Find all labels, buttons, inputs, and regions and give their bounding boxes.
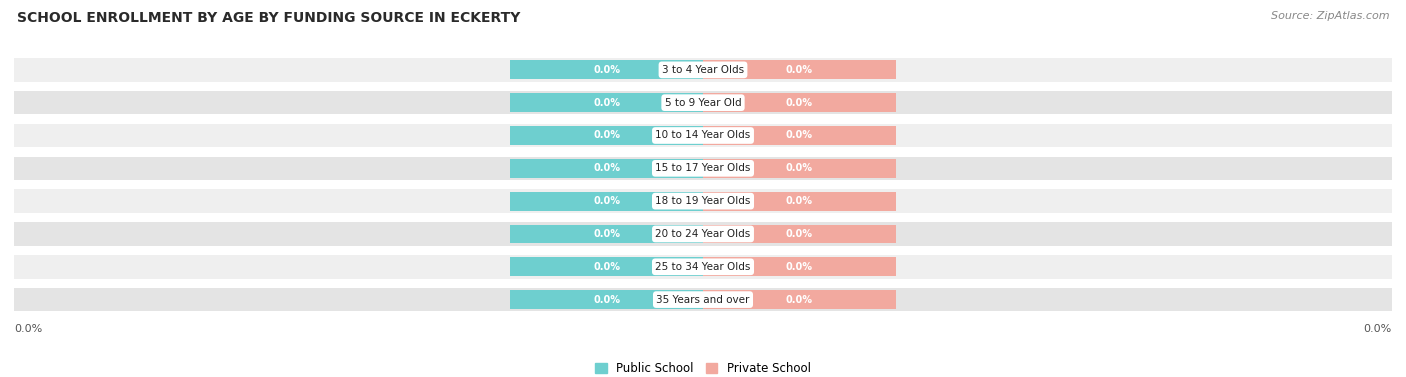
Text: 0.0%: 0.0% [14,324,42,334]
Text: Source: ZipAtlas.com: Source: ZipAtlas.com [1271,11,1389,21]
Bar [703,159,896,178]
Bar [14,288,1392,311]
Text: 0.0%: 0.0% [593,65,620,75]
Bar [14,91,1392,115]
Text: 0.0%: 0.0% [786,98,813,108]
Bar [703,93,896,112]
Text: 10 to 14 Year Olds: 10 to 14 Year Olds [655,130,751,141]
Text: 0.0%: 0.0% [786,229,813,239]
Text: 20 to 24 Year Olds: 20 to 24 Year Olds [655,229,751,239]
Text: 0.0%: 0.0% [786,163,813,173]
Text: 0.0%: 0.0% [593,163,620,173]
Bar [510,93,703,112]
Text: 0.0%: 0.0% [786,65,813,75]
Text: 0.0%: 0.0% [593,229,620,239]
Text: 0.0%: 0.0% [1364,324,1392,334]
Text: 0.0%: 0.0% [786,262,813,272]
Text: 0.0%: 0.0% [593,98,620,108]
Bar [14,189,1392,213]
Bar [703,257,896,276]
Text: 15 to 17 Year Olds: 15 to 17 Year Olds [655,163,751,173]
Bar [510,126,703,145]
Text: SCHOOL ENROLLMENT BY AGE BY FUNDING SOURCE IN ECKERTY: SCHOOL ENROLLMENT BY AGE BY FUNDING SOUR… [17,11,520,25]
Text: 0.0%: 0.0% [593,196,620,206]
Bar [14,222,1392,246]
Text: 25 to 34 Year Olds: 25 to 34 Year Olds [655,262,751,272]
Text: 0.0%: 0.0% [786,294,813,305]
Bar [510,159,703,178]
Text: 0.0%: 0.0% [593,262,620,272]
Text: 0.0%: 0.0% [593,130,620,141]
Text: 18 to 19 Year Olds: 18 to 19 Year Olds [655,196,751,206]
Bar [14,58,1392,82]
Bar [510,225,703,244]
Bar [703,60,896,79]
Bar [703,225,896,244]
Text: 0.0%: 0.0% [786,130,813,141]
Bar [14,124,1392,147]
Text: 5 to 9 Year Old: 5 to 9 Year Old [665,98,741,108]
Bar [510,192,703,211]
Text: 0.0%: 0.0% [786,196,813,206]
Bar [703,192,896,211]
Bar [14,255,1392,279]
Text: 0.0%: 0.0% [593,294,620,305]
Bar [14,156,1392,180]
Bar [703,126,896,145]
Bar [703,290,896,309]
Bar [510,257,703,276]
Legend: Public School, Private School: Public School, Private School [591,357,815,377]
Bar [510,60,703,79]
Bar [510,290,703,309]
Text: 3 to 4 Year Olds: 3 to 4 Year Olds [662,65,744,75]
Text: 35 Years and over: 35 Years and over [657,294,749,305]
